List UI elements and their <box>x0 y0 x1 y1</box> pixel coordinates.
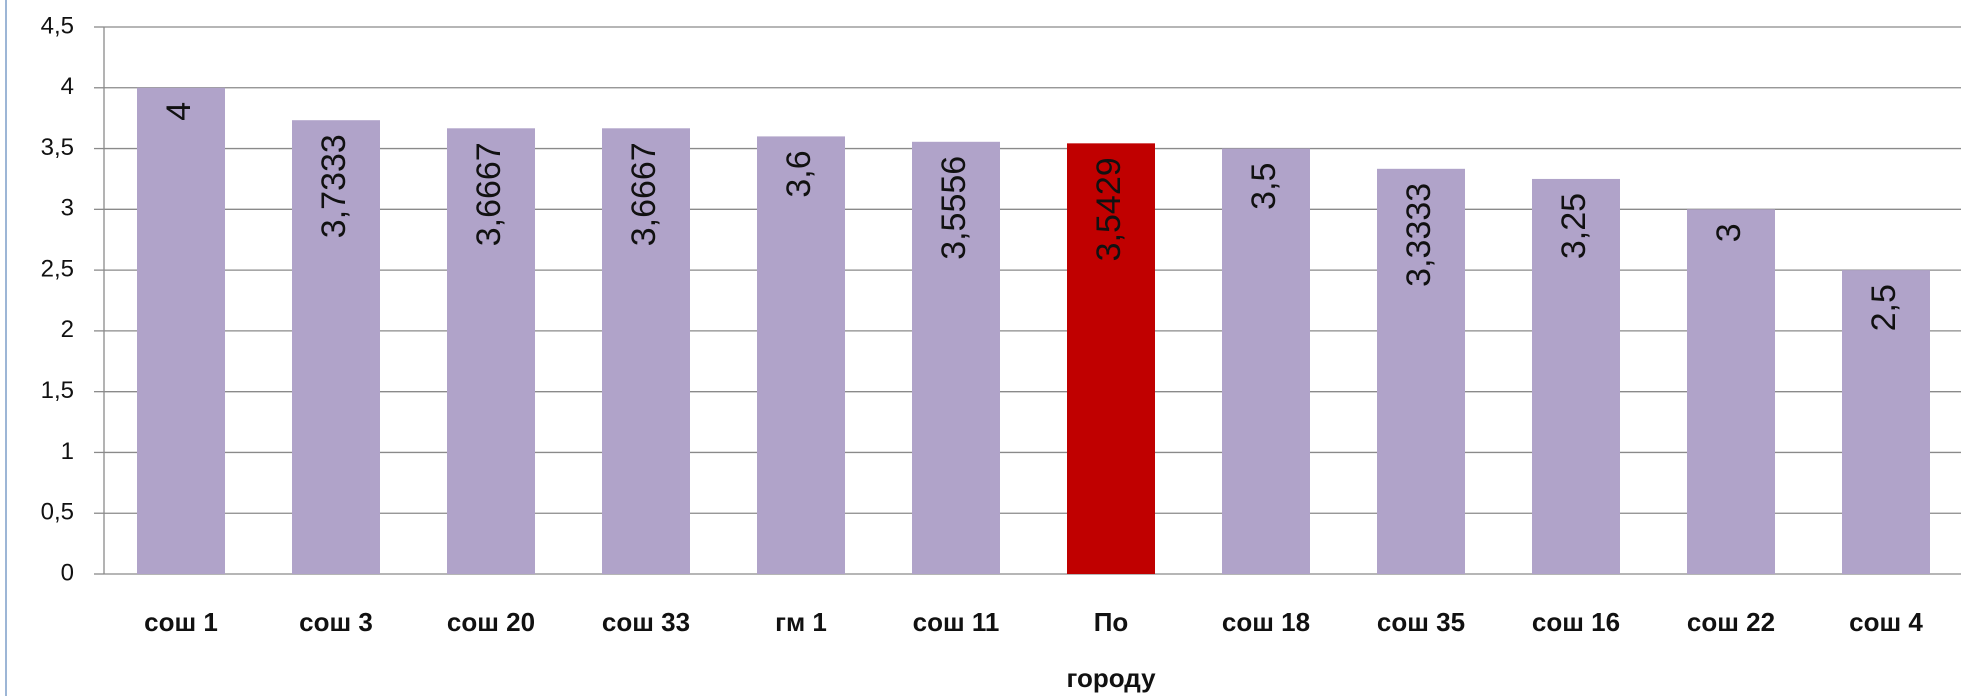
bar <box>1377 168 1465 575</box>
bar <box>292 120 380 574</box>
x-tick-label: гм 1 <box>775 607 827 637</box>
y-tick-label: 4,5 <box>41 12 74 39</box>
y-tick-label: 1 <box>61 438 74 465</box>
x-tick-label: сош 22 <box>1686 607 1776 637</box>
y-tick-label: 3,5 <box>41 134 74 161</box>
data-label: 3,5556 <box>935 156 973 260</box>
bar <box>1687 209 1775 575</box>
data-label: 3,25 <box>1555 193 1593 259</box>
data-label: 3,7333 <box>315 134 353 238</box>
bar <box>757 136 845 574</box>
data-label: 3,6667 <box>470 142 508 246</box>
data-label: 3,6 <box>780 150 818 197</box>
x-tick-label: сош 35 <box>1376 607 1466 637</box>
y-tick-label: 3 <box>61 195 74 222</box>
bar <box>1222 148 1310 575</box>
x-tick-label: сош 4 <box>1849 607 1923 637</box>
data-label: 3,5429 <box>1090 157 1128 261</box>
data-label: 3,5 <box>1245 163 1283 210</box>
data-label: 4 <box>160 102 198 121</box>
x-tick-label: сош 20 <box>446 607 536 637</box>
bar <box>447 128 535 575</box>
x-tick-label: сош 33 <box>601 607 691 637</box>
y-tick-label: 2 <box>61 316 74 343</box>
x-tick-label: сош 1 <box>144 607 218 637</box>
bar <box>602 128 690 575</box>
bar <box>1532 178 1620 574</box>
x-tick-label: сош 3 <box>299 607 373 637</box>
data-label: 3,6667 <box>625 142 663 246</box>
x-tick-label: сош 16 <box>1531 607 1621 637</box>
y-tick-label: 2,5 <box>41 255 74 282</box>
bar <box>1067 143 1155 574</box>
y-tick-label: 0,5 <box>41 499 74 526</box>
data-label: 3,3333 <box>1400 183 1438 287</box>
y-tick-label: 0 <box>61 559 74 586</box>
x-tick-label: сош 11 <box>912 607 1000 637</box>
x-tick-label: сош 18 <box>1221 607 1311 637</box>
y-tick-label: 4 <box>61 73 74 100</box>
x-tick-label: По городу <box>1066 607 1156 693</box>
bar <box>1842 270 1930 574</box>
y-tick-label: 1,5 <box>41 377 74 404</box>
data-label: 2,5 <box>1865 284 1903 331</box>
bar <box>912 141 1000 575</box>
bar <box>137 87 225 575</box>
data-label: 3 <box>1710 223 1748 242</box>
